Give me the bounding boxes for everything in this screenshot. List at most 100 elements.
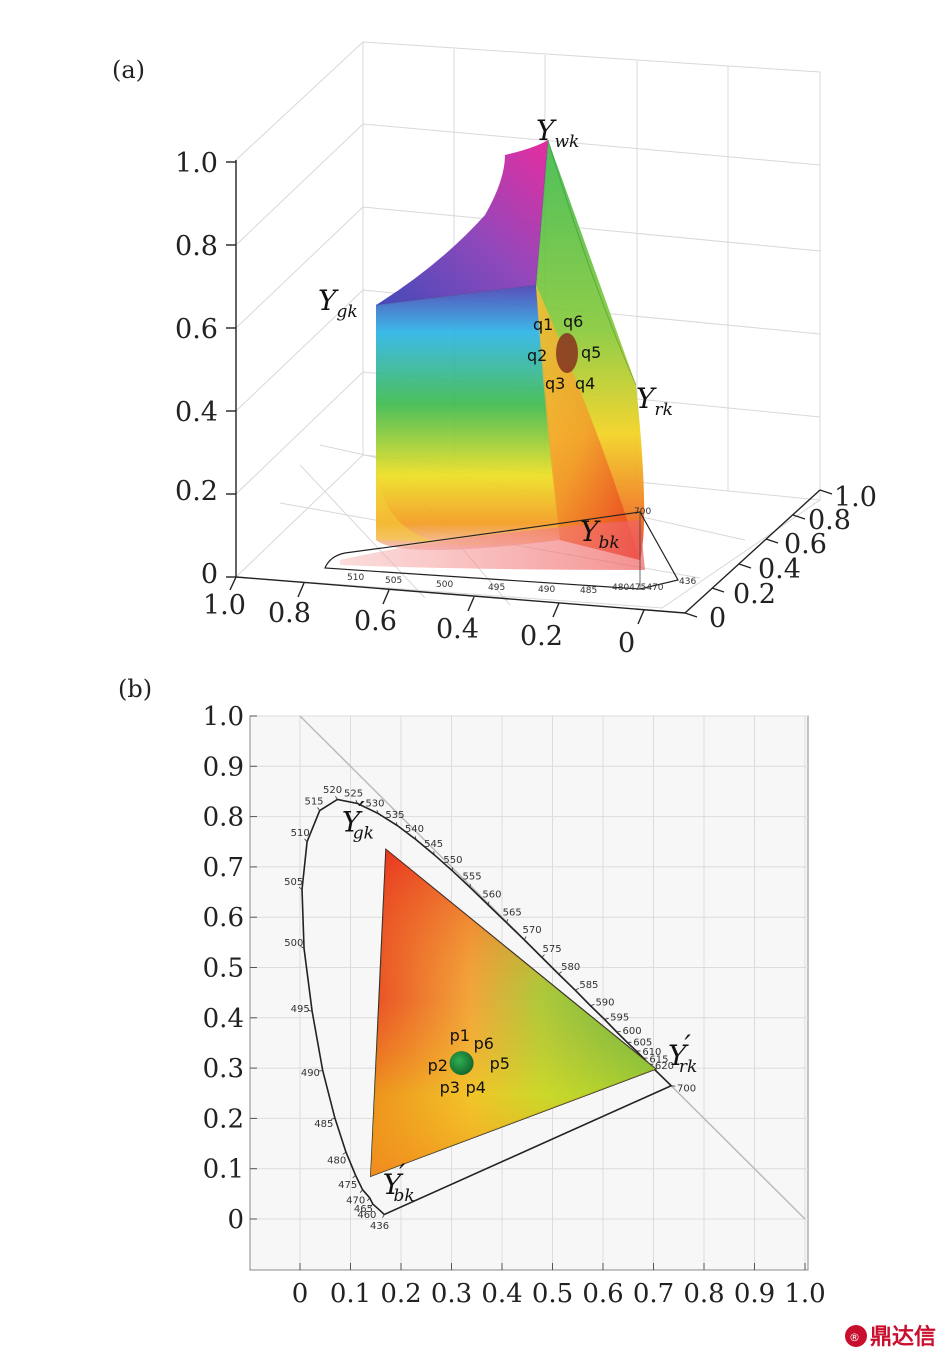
watermark-text: 鼎达信: [870, 1324, 936, 1350]
wavelength-tick: [370, 1203, 374, 1208]
solid-left-face: [376, 285, 560, 550]
svg-text:®: ®: [849, 1331, 860, 1344]
x-tick-label: 0.6: [354, 606, 397, 637]
panel-b: (b) 0 0.1 0.2 0.3 0.4 0.5 0.6 0.7 0.8 0.9 1.000.10…: [118, 675, 826, 1309]
wavelength-label: 580: [561, 962, 580, 973]
gamut-triangle: [370, 848, 658, 1178]
wavelength-label: 515: [304, 796, 323, 807]
wavelength-label: 510: [291, 828, 310, 839]
p-label: p5: [490, 1054, 510, 1073]
q-label: q6: [563, 312, 583, 331]
x-tick-label: 0: [292, 1279, 309, 1309]
wavelength-label: 525: [344, 789, 363, 800]
x-tick-label: 0.7: [633, 1279, 674, 1309]
panel-a: (a): [112, 41, 877, 659]
panel-a-z-ticks: 0 0.2 0.4 0.6 0.8 1.0: [175, 148, 218, 590]
wavelength-tick: [330, 1117, 336, 1120]
wavelength-tick: [590, 1004, 595, 1007]
x-tick-label: 0.2: [520, 621, 563, 652]
wl-label: 700: [634, 507, 651, 517]
y-tick-label: 1.0: [834, 482, 877, 513]
wavelength-label: 620: [655, 1061, 674, 1072]
wavelength-label: 605: [633, 1038, 652, 1049]
x-tick-label: 0.8: [683, 1279, 724, 1309]
wavelength-tick: [335, 796, 338, 800]
wl-label: 505: [385, 576, 402, 586]
wavelength-tick: [352, 1174, 356, 1179]
wavelength-label: 475: [338, 1180, 357, 1191]
z-tick-label: 0.8: [175, 231, 218, 262]
vertex-labels-b: Y′ gk Y′ rk Y′ bk: [342, 795, 697, 1206]
x-tick-label: 0.6: [582, 1279, 623, 1309]
wavelength-label: 575: [543, 944, 562, 955]
wavelength-tick: [523, 936, 527, 941]
wavelength-tick: [558, 971, 562, 975]
wl-label: 495: [488, 583, 505, 593]
wavelength-label: 530: [365, 798, 384, 809]
vertex-label: Y′ rk: [668, 1029, 697, 1077]
q-point-cluster: [556, 333, 578, 373]
solid-yellow-band: [376, 460, 560, 545]
wavelength-label: 565: [503, 907, 522, 918]
x-tick-label: 0.2: [380, 1279, 421, 1309]
y-tick-label: 0.4: [203, 1004, 244, 1034]
z-tick-label: 1.0: [175, 148, 218, 179]
wavelength-label: 560: [482, 889, 501, 900]
wavelength-tick: [541, 954, 545, 958]
wavelength-label: 550: [443, 855, 462, 866]
wavelength-label: 465: [354, 1204, 373, 1215]
z-tick-label: 0: [201, 559, 218, 590]
vertex-label-ybk: Ybk: [580, 515, 620, 553]
panel-a-floor-locus: [324, 511, 679, 590]
wavelength-label: 485: [314, 1119, 333, 1130]
y-tick-label: 0.9: [203, 752, 244, 782]
x-tick-label: 0.9: [734, 1279, 775, 1309]
x-tick-label: 1.0: [203, 590, 246, 621]
wavelength-label: 460: [357, 1210, 376, 1221]
wavelength-label: 500: [284, 938, 303, 949]
q-label: q4: [575, 374, 595, 393]
wavelength-label: 700: [677, 1084, 696, 1095]
wavelength-tick: [300, 946, 305, 949]
panel-a-solid: [340, 139, 645, 570]
wl-label: 490: [538, 585, 555, 595]
p-label: p4: [466, 1078, 486, 1097]
y-tick-label: 0.2: [203, 1104, 244, 1134]
wavelength-label: 490: [301, 1068, 320, 1079]
p-labels: p1 p6 p2 p5 p3 p4: [428, 1026, 510, 1097]
wavelength-label: 610: [642, 1047, 661, 1058]
panel-a-floor-wavelengths: 510 505 500 495 490 485 480475470 436 70…: [347, 507, 696, 596]
solid-top-face: [376, 140, 548, 305]
panel-a-q-labels: q1 q6 q2 q5 q3 q4: [527, 312, 601, 393]
wavelength-tick: [355, 800, 358, 804]
p-label: p6: [474, 1034, 494, 1053]
vertex-label: Y′ gk: [342, 795, 374, 843]
vertex-label-ygk: Ygk: [318, 284, 358, 322]
wavelength-label: 480: [327, 1156, 346, 1167]
panel-b-label: (b): [118, 675, 152, 703]
vertex-label-ywk: Ywk: [536, 114, 579, 152]
wavelength-tick: [433, 851, 435, 855]
locus-wavelength-labels: 4364604654704754804854904955005055105155…: [284, 785, 696, 1232]
panel-a-vertex-labels: Ywk Ygk Yrk Ybk: [318, 114, 673, 553]
wavelength-tick: [671, 1085, 676, 1087]
wavelength-tick: [367, 1197, 371, 1202]
wavelength-tick: [317, 807, 321, 811]
watermark: ® 鼎达信: [845, 1324, 936, 1350]
wavelength-label: 555: [462, 872, 481, 883]
ticks-b: 0 0.1 0.2 0.3 0.4 0.5 0.6 0.7 0.8 0.9 1.0 0 0.1 0.2 0.…: [203, 702, 826, 1309]
y-tick-label: 0.4: [758, 554, 801, 585]
wavelength-tick: [487, 901, 490, 906]
wavelength-label: 505: [284, 877, 303, 888]
x-tick-label: 0.1: [330, 1279, 371, 1309]
wavelength-label: 545: [424, 839, 443, 850]
y-tick-label: 0.6: [784, 529, 827, 560]
y-tick-label: 0.7: [203, 853, 244, 883]
x-tick-label: 0: [618, 628, 635, 659]
wavelength-label: 540: [405, 824, 424, 835]
wavelength-label: 585: [579, 980, 598, 991]
wavelength-tick: [604, 1018, 609, 1020]
wl-label: 500: [436, 580, 453, 590]
p-label: p2: [428, 1056, 448, 1075]
